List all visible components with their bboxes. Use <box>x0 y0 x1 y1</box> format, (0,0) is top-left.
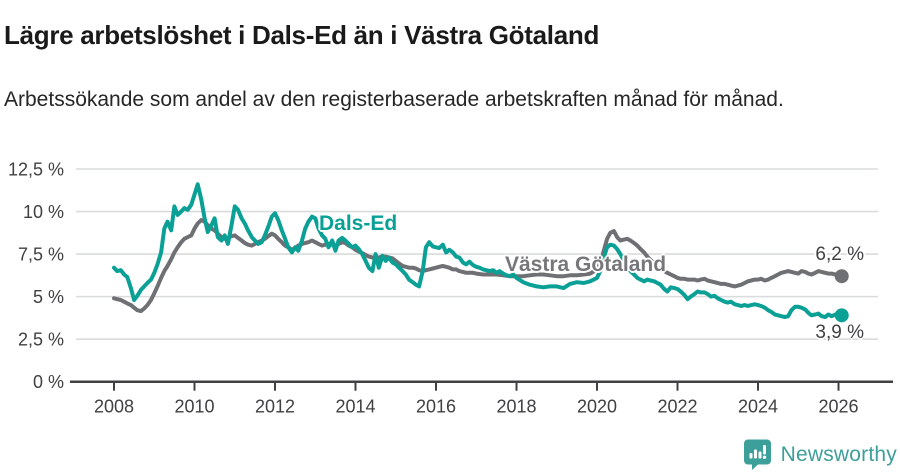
end-dot-v-stra-g-taland <box>834 269 849 284</box>
end-value-label-dals-ed: 3,9 % <box>815 322 864 343</box>
y-tick-label: 0 % <box>33 372 64 392</box>
series-label-vastra-gotaland: Västra Götaland <box>505 253 667 276</box>
x-tick-label: 2010 <box>174 397 214 417</box>
x-tick-label: 2014 <box>335 397 375 417</box>
y-tick-label: 2,5 % <box>18 330 64 350</box>
x-tick-label: 2008 <box>94 397 134 417</box>
newsworthy-brand: Newsworthy <box>743 439 897 470</box>
y-tick-label: 7,5 % <box>18 245 64 265</box>
x-tick-label: 2026 <box>818 397 858 417</box>
x-tick-label: 2022 <box>657 397 697 417</box>
chart-subtitle: Arbetssökande som andel av den registerb… <box>4 88 784 111</box>
y-tick-label: 10 % <box>23 202 64 222</box>
line-chart: 0 % 2,5 % 5 % 7,5 % 10 % 12,5 % 2008 2010 2012 20… <box>8 160 893 417</box>
newsworthy-logo-icon <box>743 439 772 470</box>
page-title: Lägre arbetslöshet i Dals-Ed än i Västra… <box>4 20 600 51</box>
newsworthy-wordmark: Newsworthy <box>780 442 897 466</box>
series-line-dals-ed <box>112 182 844 319</box>
y-tick-label: 5 % <box>33 287 64 307</box>
x-tick-label: 2012 <box>255 397 295 417</box>
y-tick-label: 12,5 % <box>8 160 64 180</box>
x-tick-label: 2020 <box>577 397 617 417</box>
x-tick-label: 2024 <box>738 397 778 417</box>
end-dot-dals-ed <box>834 308 849 323</box>
x-tick-label: 2016 <box>416 397 456 417</box>
series-label-dals-ed: Dals-Ed <box>319 212 398 235</box>
end-value-label-vastra-gotaland: 6,2 % <box>815 244 864 265</box>
x-tick-label: 2018 <box>496 397 536 417</box>
